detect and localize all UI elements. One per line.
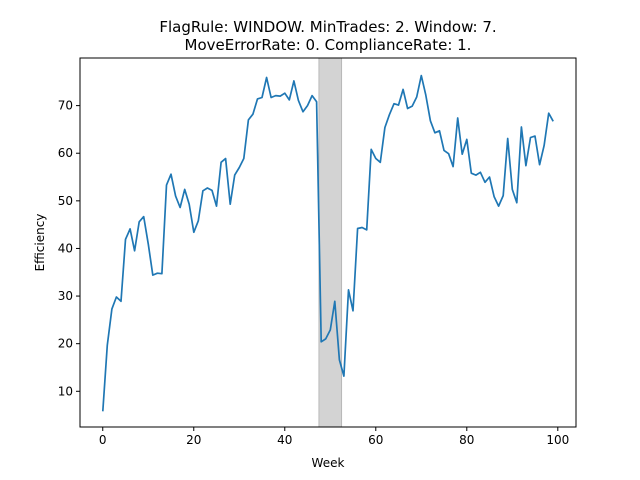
x-axis: 0 20 40 60 80 100 xyxy=(99,427,569,447)
x-tick-label: 60 xyxy=(368,433,383,447)
y-tick-label: 30 xyxy=(58,289,73,303)
chart-title: FlagRule: WINDOW. MinTrades: 2. Window: … xyxy=(159,18,496,36)
y-tick-label: 60 xyxy=(58,146,73,160)
y-axis-label: Efficiency xyxy=(33,214,47,272)
y-tick-label: 40 xyxy=(58,241,73,255)
x-tick-label: 0 xyxy=(99,433,107,447)
plot-frame xyxy=(79,57,577,428)
y-axis: 10 20 30 40 50 60 70 xyxy=(58,99,80,398)
x-tick-label: 100 xyxy=(546,433,569,447)
shaded-region xyxy=(318,57,343,428)
y-tick-label: 70 xyxy=(58,99,73,113)
y-tick-label: 20 xyxy=(58,337,73,351)
x-tick-label: 20 xyxy=(186,433,201,447)
x-tick-label: 80 xyxy=(459,433,474,447)
x-tick-label: 40 xyxy=(277,433,292,447)
y-tick-label: 10 xyxy=(58,384,73,398)
x-axis-label: Week xyxy=(312,456,345,470)
y-tick-label: 50 xyxy=(58,194,73,208)
chart-subtitle: MoveErrorRate: 0. ComplianceRate: 1. xyxy=(185,36,472,54)
series-line xyxy=(101,74,554,412)
